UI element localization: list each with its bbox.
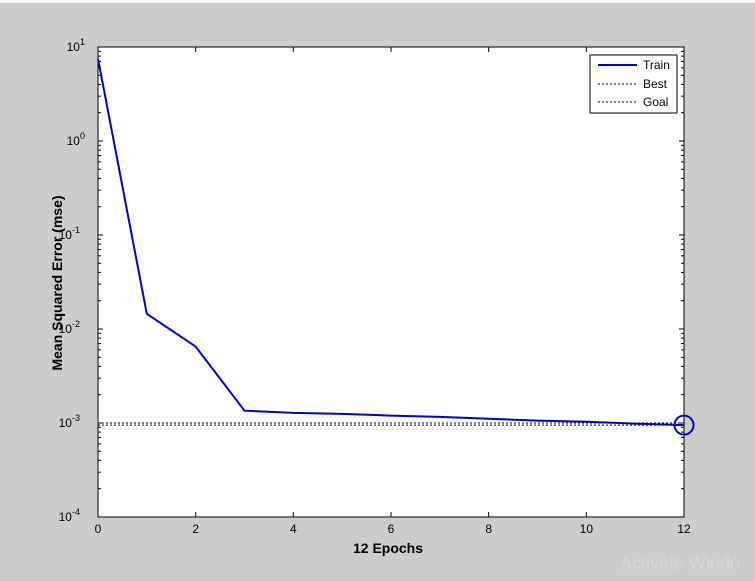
y-tick-label: 10-4 xyxy=(59,507,80,524)
x-axis: 0 2 4 6 8 10 12 xyxy=(95,47,691,536)
y-tick-base: 10 xyxy=(67,134,81,148)
plot-area xyxy=(97,46,685,518)
y-tick-label: 10-3 xyxy=(59,413,80,430)
y-tick-exponent: -1 xyxy=(72,225,80,235)
legend-goal-label: Goal xyxy=(643,95,668,109)
y-tick-exponent: -4 xyxy=(72,507,80,517)
train-line xyxy=(97,58,685,427)
x-axis-title: 12 Epochs xyxy=(353,540,423,556)
x-tick-label: 8 xyxy=(485,522,492,536)
y-tick-exponent: -2 xyxy=(72,319,80,329)
x-tick-label: 2 xyxy=(192,522,199,536)
y-tick-label: 101 xyxy=(67,37,85,54)
y-tick-label: 10-1 xyxy=(59,225,80,242)
series-layer xyxy=(97,47,695,517)
x-tick-label: 10 xyxy=(580,522,594,536)
y-tick-base: 10 xyxy=(59,322,73,336)
x-tick-label: 6 xyxy=(388,522,395,536)
y-tick-exponent: 1 xyxy=(80,37,85,47)
y-tick-base: 10 xyxy=(67,40,81,54)
y-tick-base: 10 xyxy=(59,416,73,430)
legend-train-label: Train xyxy=(643,58,670,72)
y-tick-exponent: -3 xyxy=(72,413,80,423)
activation-watermark: Activate Windo xyxy=(620,553,741,573)
x-tick-label: 12 xyxy=(677,522,691,536)
best-marker xyxy=(673,414,695,436)
y-tick-label: 100 xyxy=(67,131,85,148)
x-tick-label: 4 xyxy=(290,522,297,536)
y-tick-base: 10 xyxy=(59,510,73,524)
y-axis-title: Mean Squared Error (mse) xyxy=(49,195,65,370)
window-top-edge xyxy=(0,0,755,3)
y-tick-base: 10 xyxy=(59,228,73,242)
y-tick-label: 10-2 xyxy=(59,319,80,336)
legend-best-label: Best xyxy=(643,77,668,91)
x-tick-label: 0 xyxy=(95,522,102,536)
y-tick-exponent: 0 xyxy=(80,131,85,141)
legend: Train Best Goal xyxy=(589,54,678,114)
